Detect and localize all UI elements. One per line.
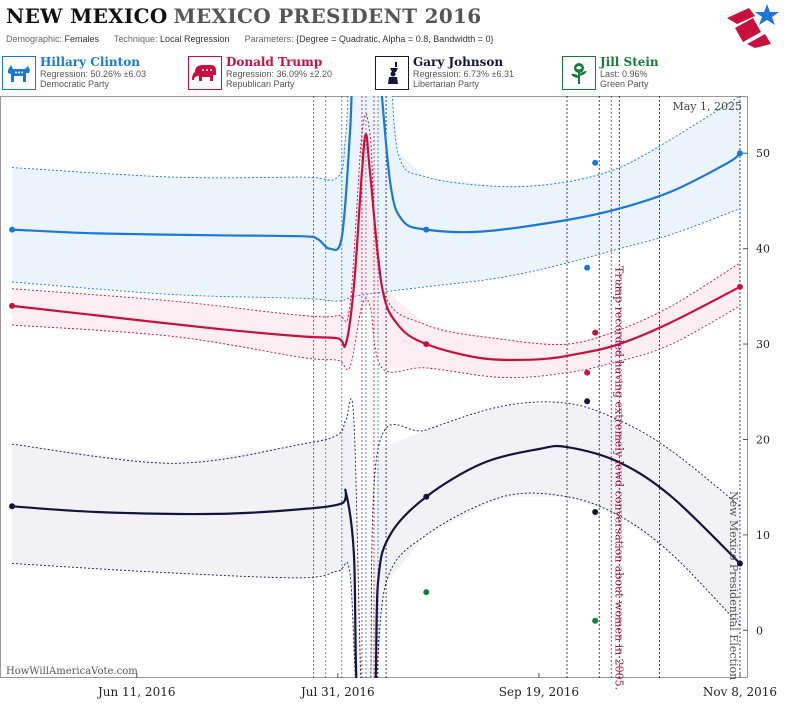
y-tick-label: 0 bbox=[756, 624, 763, 637]
data-point bbox=[592, 329, 599, 336]
candidate-stein[interactable]: Jill Stein Last: 0.96% Green Party bbox=[562, 54, 746, 94]
data-point bbox=[736, 283, 743, 290]
x-tick-label: Sep 19, 2016 bbox=[499, 685, 579, 699]
data-point bbox=[592, 617, 599, 624]
data-point bbox=[9, 503, 16, 510]
site-logo-icon[interactable] bbox=[725, 2, 783, 50]
candidate-stats: Regression: 6.73% ±6.31 Libertarian Party bbox=[413, 69, 514, 89]
state-name: NEW MEXICO bbox=[6, 4, 168, 28]
data-point bbox=[592, 159, 599, 166]
y-tick-label: 20 bbox=[756, 433, 770, 446]
data-point bbox=[9, 226, 16, 233]
date-stamp: May 1, 2025 bbox=[672, 100, 742, 113]
data-point bbox=[423, 493, 430, 500]
candidate-legend: Hillary Clinton Regression: 50.26% ±6.03… bbox=[0, 54, 789, 94]
race-name: MEXICO PRESIDENT 2016 bbox=[173, 4, 482, 28]
data-point bbox=[736, 150, 743, 157]
candidate-name: Hillary Clinton bbox=[40, 55, 140, 69]
y-tick-label: 30 bbox=[756, 338, 770, 351]
candidate-johnson[interactable]: Gary Johnson Regression: 6.73% ±6.31 Libe… bbox=[375, 54, 559, 94]
data-point bbox=[584, 264, 591, 271]
plot-layer bbox=[9, 96, 743, 678]
data-point bbox=[592, 508, 599, 515]
annotation-text: New Mexico Presidential Election bbox=[727, 491, 740, 680]
elephant-icon bbox=[188, 56, 222, 90]
candidate-stats: Regression: 36.09% ±2.20 Republican Party bbox=[226, 69, 333, 89]
x-tick-label: Jun 11, 2016 bbox=[96, 685, 176, 699]
x-tick-label: Jul 31, 2016 bbox=[299, 685, 375, 699]
confidence-band bbox=[12, 403, 740, 678]
technique-label: Technique: bbox=[113, 34, 158, 44]
candidate-trump[interactable]: Donald Trump Regression: 36.09% ±2.20 Rep… bbox=[188, 54, 372, 94]
donkey-icon bbox=[2, 56, 36, 90]
parameters-line: Demographic: Females Technique: Local Re… bbox=[6, 34, 494, 44]
data-point bbox=[423, 341, 430, 348]
confidence-band bbox=[12, 96, 740, 302]
candidate-name: Jill Stein bbox=[600, 55, 659, 69]
candidate-name: Donald Trump bbox=[226, 55, 323, 69]
parameters-label: Parameters: bbox=[244, 34, 294, 44]
data-point bbox=[584, 398, 591, 405]
demographic-value: Females bbox=[64, 34, 100, 44]
data-point bbox=[423, 589, 430, 596]
annotation-text: Trump recorded having extremely lewd con… bbox=[612, 266, 625, 690]
data-point bbox=[9, 302, 16, 309]
parameters-value: {Degree = Quadratic, Alpha = 0.8, Bandwi… bbox=[296, 34, 494, 44]
series-line bbox=[11, 133, 741, 362]
header: NEW MEXICO MEXICO PRESIDENT 2016 Demograp… bbox=[0, 0, 789, 52]
liberty-icon bbox=[375, 56, 409, 90]
candidate-clinton[interactable]: Hillary Clinton Regression: 50.26% ±6.03… bbox=[2, 54, 186, 94]
y-tick-label: 50 bbox=[756, 147, 770, 160]
data-point bbox=[423, 226, 430, 233]
chart-svg: Trump recorded having extremely lewd con… bbox=[0, 96, 777, 699]
rose-icon bbox=[562, 56, 596, 90]
data-point bbox=[584, 369, 591, 376]
candidate-stats: Regression: 50.26% ±6.03 Democratic Party bbox=[40, 69, 147, 89]
page-title: NEW MEXICO MEXICO PRESIDENT 2016 bbox=[6, 4, 482, 28]
confidence-upper-line bbox=[12, 113, 741, 345]
watermark: HowWillAmericaVote.com bbox=[6, 666, 138, 677]
candidate-name: Gary Johnson bbox=[413, 55, 504, 69]
candidate-stats: Last: 0.96% Green Party bbox=[600, 69, 649, 89]
confidence-lower-line bbox=[12, 208, 741, 302]
confidence-upper-line bbox=[12, 398, 741, 678]
series-line bbox=[12, 444, 741, 678]
x-tick-label: Nov 8, 2016 bbox=[703, 685, 777, 699]
technique-value: Local Regression bbox=[159, 34, 230, 44]
y-tick-label: 40 bbox=[756, 243, 770, 256]
series-line bbox=[12, 96, 741, 252]
data-point bbox=[736, 560, 743, 567]
confidence-band bbox=[12, 134, 741, 378]
y-tick-label: 10 bbox=[756, 529, 770, 542]
demographic-label: Demographic: bbox=[6, 34, 63, 44]
chart: Trump recorded having extremely lewd con… bbox=[0, 96, 789, 704]
